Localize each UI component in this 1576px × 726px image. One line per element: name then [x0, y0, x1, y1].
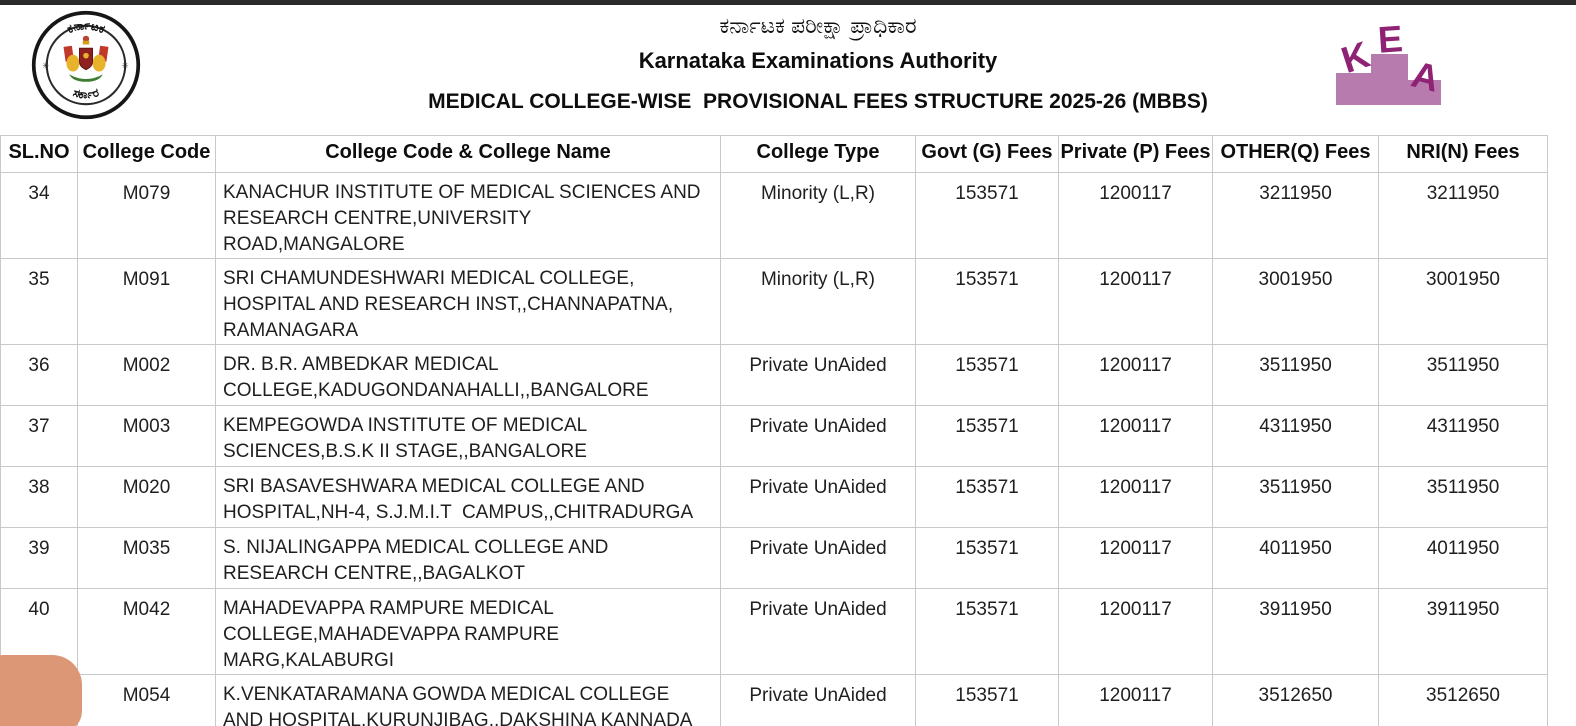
cell-type: Private UnAided — [720, 344, 916, 406]
cell-other-fees: 3511950 — [1212, 466, 1379, 528]
cell-nri-fees: 3511950 — [1378, 344, 1548, 406]
cell-private-fees: 1200117 — [1058, 588, 1213, 675]
cell-govt-fees: 153571 — [915, 405, 1059, 467]
column-header-name: College Code & College Name — [215, 135, 721, 173]
cell-nri-fees: 3911950 — [1378, 588, 1548, 675]
column-header-private: Private (P) Fees — [1058, 135, 1213, 173]
cell-govt-fees: 153571 — [915, 344, 1059, 406]
title-english: Karnataka Examinations Authority — [638, 48, 998, 73]
cell-name: DR. B.R. AMBEDKAR MEDICAL COLLEGE,KADUGO… — [215, 344, 721, 406]
cell-type: Private UnAided — [720, 466, 916, 528]
table-row: 35 M091 SRI CHAMUNDESHWARI MEDICAL COLLE… — [0, 258, 1548, 345]
cell-code: M054 — [77, 674, 216, 726]
cell-private-fees: 1200117 — [1058, 674, 1213, 726]
cell-name: S. NIJALINGAPPA MEDICAL COLLEGE AND RESE… — [215, 527, 721, 589]
cell-code: M020 — [77, 466, 216, 528]
cell-private-fees: 1200117 — [1058, 527, 1213, 589]
cell-nri-fees: 4011950 — [1378, 527, 1548, 589]
cell-govt-fees: 153571 — [915, 674, 1059, 726]
cell-sl-no: 39 — [0, 527, 78, 589]
cell-name: KEMPEGOWDA INSTITUTE OF MEDICAL SCIENCES… — [215, 405, 721, 467]
table-row: 40 M042 MAHADEVAPPA RAMPURE MEDICAL COLL… — [0, 588, 1548, 675]
kea-letter-e: E — [1377, 25, 1404, 61]
seal-right-mark: ✳ — [121, 61, 128, 71]
cell-nri-fees: 3511950 — [1378, 466, 1548, 528]
seal-top-text: ಕರ್ನಾಟಕ — [65, 19, 107, 37]
cell-nri-fees: 3512650 — [1378, 674, 1548, 726]
top-black-bar — [0, 0, 1576, 5]
cell-type: Minority (L,R) — [720, 258, 916, 345]
document-header: ಕರ್ನಾಟಕ ಸರ್ಕಾರ ✳ ✳ ಕರ್ನಾಟಕ ಪರೀಕ್ಷಾ ಪ್ರಾಧ… — [0, 5, 1576, 133]
column-header-sl-no: SL.NO — [0, 135, 78, 173]
cell-govt-fees: 153571 — [915, 588, 1059, 675]
title-block: ಕರ್ನಾಟಕ ಪರೀಕ್ಷಾ ಪ್ರಾಧಿಕಾರ Karnataka Exam… — [160, 5, 1476, 114]
svg-text:ಕರ್ನಾಟಕ: ಕರ್ನಾಟಕ — [65, 19, 107, 37]
cell-other-fees: 4011950 — [1212, 527, 1379, 589]
cell-name: SRI CHAMUNDESHWARI MEDICAL COLLEGE, HOSP… — [215, 258, 721, 345]
table-row: 39 M035 S. NIJALINGAPPA MEDICAL COLLEGE … — [0, 527, 1548, 589]
title-kannada: ಕರ್ನಾಟಕ ಪರೀಕ್ಷಾ ಪ್ರಾಧಿಕಾರ — [719, 13, 917, 38]
cell-name: KANACHUR INSTITUTE OF MEDICAL SCIENCES A… — [215, 172, 721, 259]
cell-code: M042 — [77, 588, 216, 675]
cell-other-fees: 3001950 — [1212, 258, 1379, 345]
cell-type: Private UnAided — [720, 588, 916, 675]
svg-text:ಸರ್ಕಾರ: ಸರ್ಕಾರ — [72, 86, 102, 101]
cell-sl-no: 36 — [0, 344, 78, 406]
cell-other-fees: 3511950 — [1212, 344, 1379, 406]
column-header-other: OTHER(Q) Fees — [1212, 135, 1379, 173]
cell-sl-no: 34 — [0, 172, 78, 259]
cell-other-fees: 3911950 — [1212, 588, 1379, 675]
cell-govt-fees: 153571 — [915, 258, 1059, 345]
document-subtitle: MEDICAL COLLEGE-WISE PROVISIONAL FEES ST… — [428, 90, 1208, 113]
cell-name: SRI BASAVESHWARA MEDICAL COLLEGE AND HOS… — [215, 466, 721, 528]
cell-other-fees: 3211950 — [1212, 172, 1379, 259]
table-header-row: SL.NO College Code College Code & Colleg… — [0, 135, 1548, 173]
column-header-govt: Govt (G) Fees — [915, 135, 1059, 173]
fees-table: SL.NO College Code College Code & Colleg… — [0, 135, 1548, 726]
cell-private-fees: 1200117 — [1058, 344, 1213, 406]
cell-private-fees: 1200117 — [1058, 258, 1213, 345]
column-header-nri: NRI(N) Fees — [1378, 135, 1548, 173]
cell-code: M003 — [77, 405, 216, 467]
cell-name: K.VENKATARAMANA GOWDA MEDICAL COLLEGE AN… — [215, 674, 721, 726]
cell-type: Private UnAided — [720, 674, 916, 726]
cell-code: M002 — [77, 344, 216, 406]
redaction-blob — [0, 655, 82, 726]
cell-type: Private UnAided — [720, 527, 916, 589]
cell-type: Minority (L,R) — [720, 172, 916, 259]
cell-sl-no: 35 — [0, 258, 78, 345]
cell-nri-fees: 4311950 — [1378, 405, 1548, 467]
cell-type: Private UnAided — [720, 405, 916, 467]
cell-code: M091 — [77, 258, 216, 345]
table-row: 36 M002 DR. B.R. AMBEDKAR MEDICAL COLLEG… — [0, 344, 1548, 406]
cell-sl-no: 37 — [0, 405, 78, 467]
table-row: 41 M054 K.VENKATARAMANA GOWDA MEDICAL CO… — [0, 674, 1548, 726]
cell-other-fees: 3512650 — [1212, 674, 1379, 726]
kea-logo-icon: K E A — [1336, 25, 1443, 105]
cell-govt-fees: 153571 — [915, 527, 1059, 589]
seal-left-mark: ✳ — [42, 61, 49, 71]
cell-private-fees: 1200117 — [1058, 172, 1213, 259]
cell-govt-fees: 153571 — [915, 466, 1059, 528]
cell-nri-fees: 3001950 — [1378, 258, 1548, 345]
karnataka-government-seal-icon: ಕರ್ನಾಟಕ ಸರ್ಕಾರ ✳ ✳ — [31, 10, 141, 120]
table-row: 38 M020 SRI BASAVESHWARA MEDICAL COLLEGE… — [0, 466, 1548, 528]
column-header-code: College Code — [77, 135, 216, 173]
cell-code: M079 — [77, 172, 216, 259]
cell-private-fees: 1200117 — [1058, 405, 1213, 467]
cell-other-fees: 4311950 — [1212, 405, 1379, 467]
cell-code: M035 — [77, 527, 216, 589]
cell-nri-fees: 3211950 — [1378, 172, 1548, 259]
seal-bottom-text: ಸರ್ಕಾರ — [72, 86, 102, 101]
table-row: 34 M079 KANACHUR INSTITUTE OF MEDICAL SC… — [0, 172, 1548, 259]
cell-govt-fees: 153571 — [915, 172, 1059, 259]
table-row: 37 M003 KEMPEGOWDA INSTITUTE OF MEDICAL … — [0, 405, 1548, 467]
column-header-type: College Type — [720, 135, 916, 173]
cell-sl-no: 38 — [0, 466, 78, 528]
cell-name: MAHADEVAPPA RAMPURE MEDICAL COLLEGE,MAHA… — [215, 588, 721, 675]
cell-private-fees: 1200117 — [1058, 466, 1213, 528]
